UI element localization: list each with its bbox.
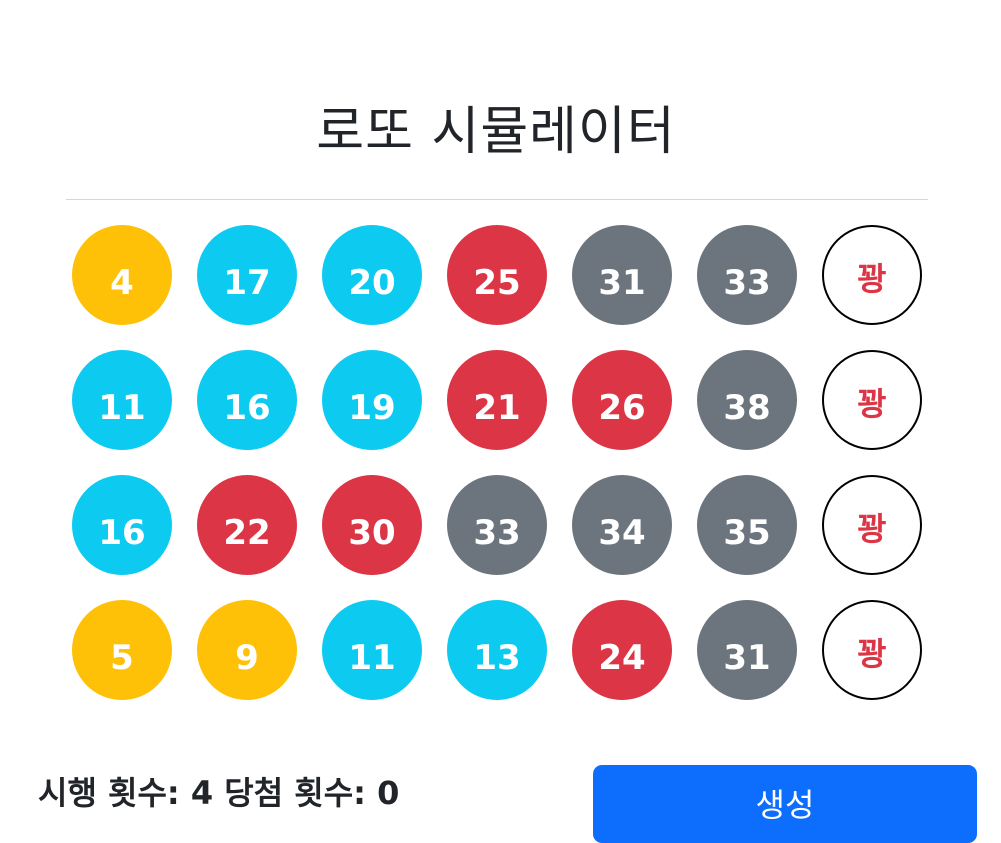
lotto-ball: 11 xyxy=(72,350,172,450)
lotto-ball: 20 xyxy=(322,225,422,325)
lotto-ball: 38 xyxy=(697,350,797,450)
lotto-ball: 13 xyxy=(447,600,547,700)
lotto-row: 5 9 11 13 24 31 꽝 xyxy=(72,600,922,700)
lotto-row: 16 22 30 33 34 35 꽝 xyxy=(72,475,922,575)
lotto-grid: 4 17 20 25 31 33 꽝 11 16 19 21 26 38 꽝 1… xyxy=(72,225,922,725)
lotto-ball: 34 xyxy=(572,475,672,575)
lotto-ball: 30 xyxy=(322,475,422,575)
stats-summary: 시행 횟수: 4 당첨 횟수: 0 xyxy=(38,770,399,816)
wins-label: 당첨 횟수: xyxy=(224,774,366,812)
lotto-ball: 24 xyxy=(572,600,672,700)
lotto-ball: 17 xyxy=(197,225,297,325)
lotto-ball: 33 xyxy=(697,225,797,325)
lotto-ball: 35 xyxy=(697,475,797,575)
lotto-ball: 5 xyxy=(72,600,172,700)
lotto-ball: 19 xyxy=(322,350,422,450)
lotto-ball: 4 xyxy=(72,225,172,325)
lotto-row: 11 16 19 21 26 38 꽝 xyxy=(72,350,922,450)
lotto-ball: 16 xyxy=(72,475,172,575)
page-title: 로또 시뮬레이터 xyxy=(316,101,676,162)
result-badge: 꽝 xyxy=(822,475,922,575)
generate-button[interactable]: 생성 xyxy=(593,765,977,843)
lotto-ball: 9 xyxy=(197,600,297,700)
lotto-ball: 26 xyxy=(572,350,672,450)
lotto-ball: 22 xyxy=(197,475,297,575)
lotto-ball: 21 xyxy=(447,350,547,450)
lotto-row: 4 17 20 25 31 33 꽝 xyxy=(72,225,922,325)
wins-count: 0 xyxy=(377,774,400,812)
trials-label: 시행 횟수: xyxy=(38,774,180,812)
lotto-ball: 16 xyxy=(197,350,297,450)
lotto-ball: 11 xyxy=(322,600,422,700)
trials-count: 4 xyxy=(190,774,214,812)
result-badge: 꽝 xyxy=(822,600,922,700)
lotto-ball: 31 xyxy=(572,225,672,325)
title-divider xyxy=(66,199,928,200)
lotto-ball: 33 xyxy=(447,475,547,575)
lotto-ball: 31 xyxy=(697,600,797,700)
result-badge: 꽝 xyxy=(822,225,922,325)
lotto-ball: 25 xyxy=(447,225,547,325)
result-badge: 꽝 xyxy=(822,350,922,450)
